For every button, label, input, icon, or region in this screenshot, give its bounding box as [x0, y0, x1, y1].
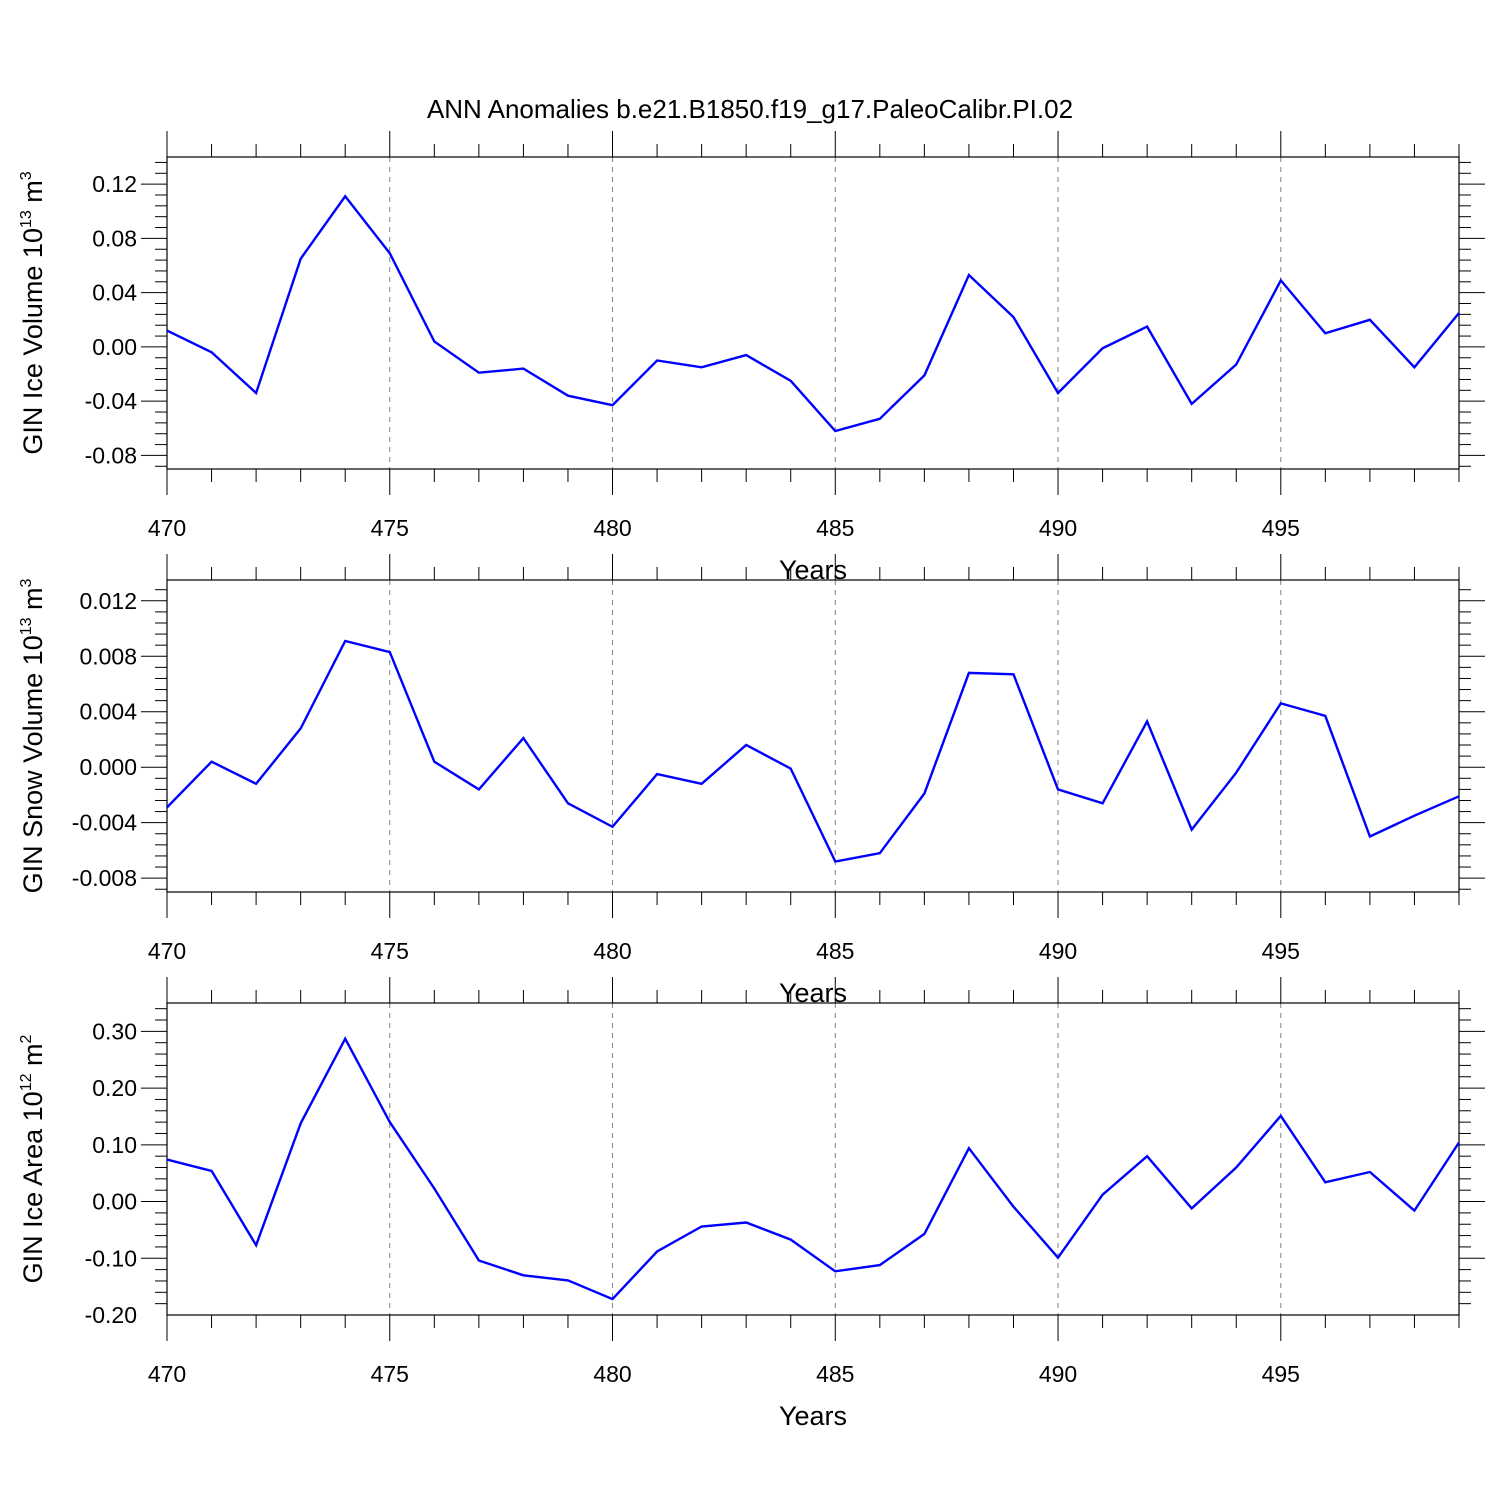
y-tick-label: -0.20 [85, 1302, 137, 1328]
x-tick-label: 480 [593, 938, 631, 964]
y-tick-label: 0.30 [92, 1018, 137, 1044]
x-tick-label: 475 [371, 938, 409, 964]
y-tick-label: 0.10 [92, 1132, 137, 1158]
plot-frame [166, 579, 1460, 893]
x-tick-label: 470 [148, 1361, 186, 1387]
y-tick-label: 0.008 [79, 643, 137, 669]
x-tick-label: 480 [593, 1361, 631, 1387]
x-tick-label: 475 [371, 515, 409, 541]
series-line [166, 194, 1460, 433]
y-tick-label: 0.000 [79, 754, 137, 780]
y-tick-label: 0.004 [79, 699, 137, 725]
x-axis-label: Years [779, 1401, 847, 1431]
y-tick-label: 0.08 [92, 225, 137, 251]
chart-title: ANN Anomalies b.e21.B1850.f19_g17.PaleoC… [427, 94, 1073, 124]
y-tick-label: -0.08 [85, 442, 137, 468]
x-tick-label: 480 [593, 515, 631, 541]
x-tick-label: 495 [1262, 515, 1300, 541]
y-tick-label: 0.12 [92, 171, 137, 197]
y-tick-label: 0.00 [92, 334, 137, 360]
x-tick-label: 470 [148, 515, 186, 541]
y-axis-label: GIN Ice Volume 1013 m3 [18, 171, 48, 454]
x-tick-label: 470 [148, 938, 186, 964]
y-tick-label: -0.004 [72, 810, 137, 836]
panel-1: -0.08 -0.04 0.00 0.04 0.08 0.12 470 475 480 485 49… [18, 131, 1485, 585]
series-line [166, 1036, 1461, 1301]
panel-2: -0.008 -0.004 0.000 0.004 0.008 0.012 470 475 48… [18, 554, 1485, 1008]
y-tick-label: 0.012 [79, 588, 137, 614]
series-line [166, 639, 1460, 863]
y-tick-label: 0.20 [92, 1075, 137, 1101]
y-tick-label: -0.10 [85, 1245, 137, 1271]
x-tick-label: 485 [816, 1361, 854, 1387]
x-tick-label: 475 [371, 1361, 409, 1387]
x-tick-label: 490 [1039, 1361, 1077, 1387]
x-tick-label: 490 [1039, 515, 1077, 541]
x-tick-label: 495 [1262, 938, 1300, 964]
x-tick-label: 485 [816, 938, 854, 964]
x-tick-label: 485 [816, 515, 854, 541]
y-tick-label: -0.04 [85, 388, 138, 414]
panel-3: -0.20 -0.10 0.00 0.10 0.20 0.30 470 475 480 485 49… [18, 977, 1485, 1431]
x-tick-label: 495 [1262, 1361, 1300, 1387]
plot-frame [166, 156, 1460, 470]
y-axis-label: GIN Ice Area 1012 m2 [18, 1035, 48, 1284]
y-tick-label: -0.008 [72, 865, 137, 891]
x-tick-label: 490 [1039, 938, 1077, 964]
y-tick-label: 0.00 [92, 1189, 137, 1215]
y-tick-label: 0.04 [92, 280, 137, 306]
plot-frame [166, 1002, 1460, 1316]
y-axis-label: GIN Snow Volume 1013 m3 [18, 578, 48, 893]
